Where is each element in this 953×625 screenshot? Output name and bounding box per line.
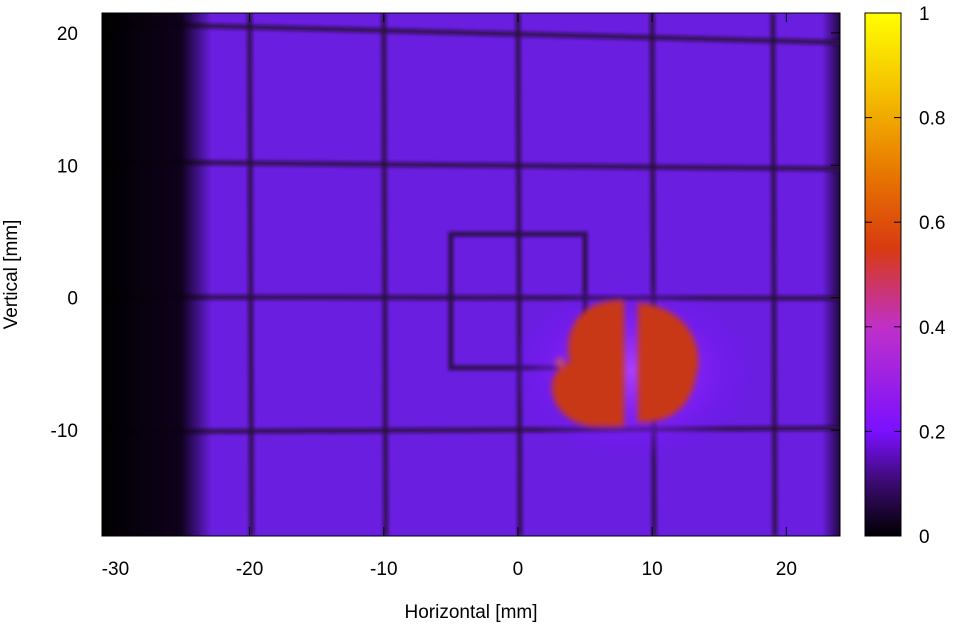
x-tick-label: -20 <box>236 559 263 580</box>
plot-area <box>102 13 840 536</box>
colorbar-tick-label: 0.2 <box>919 422 945 443</box>
colorbar-tick-label: 1 <box>919 4 930 25</box>
vertical-wire <box>381 13 389 536</box>
horizontal-wire <box>102 159 840 172</box>
colorbar-tick-label: 0.4 <box>919 318 946 339</box>
colorbar <box>864 12 902 537</box>
x-tick-label: -10 <box>370 559 397 580</box>
vertical-wire <box>770 13 778 536</box>
hot-spot-left-lobe <box>551 300 625 427</box>
hot-spot-glow <box>507 280 758 461</box>
x-tick-label: 20 <box>776 559 797 580</box>
y-tick-label: -10 <box>51 421 78 442</box>
vertical-wire <box>515 13 523 536</box>
y-axis-ticks: -10 0 10 20 <box>51 24 840 442</box>
y-axis-title: Vertical [mm] <box>1 220 22 330</box>
x-tick-label: 0 <box>513 559 524 580</box>
heatmap-right-dark-edge <box>822 13 840 536</box>
plot-border <box>101 12 841 537</box>
colorbar-ticks: 0 0.2 0.4 0.6 0.8 1 <box>865 4 946 548</box>
y-tick-label: 10 <box>57 156 78 177</box>
x-axis-ticks: -30 -20 -10 0 10 20 <box>102 13 797 580</box>
x-tick-label: -30 <box>102 559 129 580</box>
x-axis-title: Horizontal [mm] <box>404 602 537 623</box>
y-tick-label: 0 <box>67 289 78 310</box>
y-tick-label: 20 <box>57 24 78 45</box>
hot-spot-right-lobe <box>638 302 699 423</box>
hot-spot <box>551 300 699 427</box>
horizontal-wire <box>102 294 840 301</box>
heatmap-background <box>102 13 840 536</box>
x-tick-label: 10 <box>642 559 663 580</box>
colorbar-tick-label: 0.6 <box>919 213 945 234</box>
hot-spot-speck <box>555 357 566 368</box>
horizontal-wire <box>102 20 840 45</box>
heatmap-left-dark-edge <box>102 13 212 536</box>
vertical-wire <box>247 13 255 536</box>
colorbar-tick-label: 0 <box>919 527 930 548</box>
colorbar-tick-label: 0.8 <box>919 109 945 130</box>
